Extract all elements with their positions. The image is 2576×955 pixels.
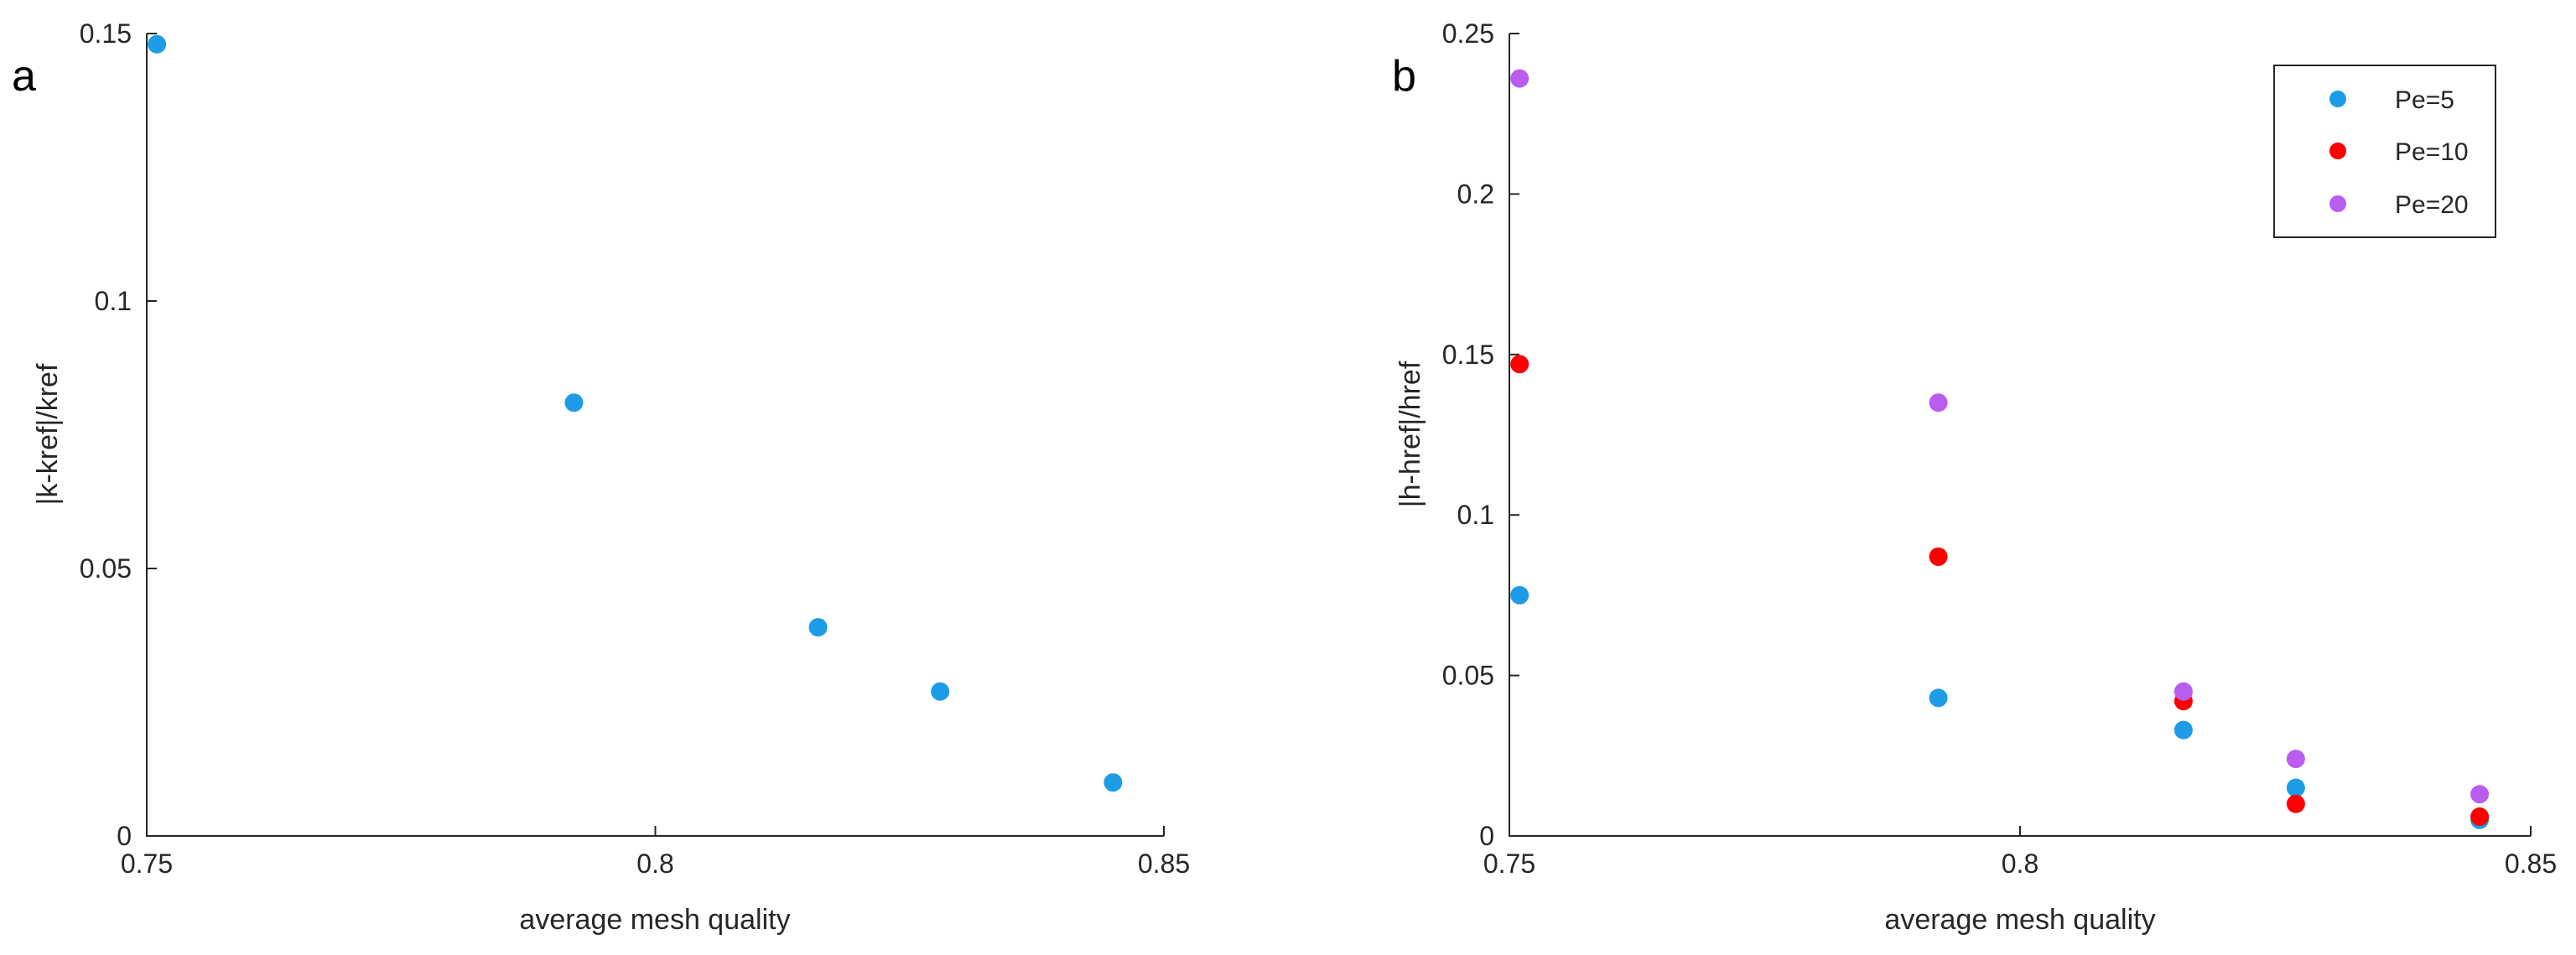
- markers-b: [1510, 69, 2490, 829]
- y-axis-label-a: |k-kref|/kref: [32, 363, 64, 505]
- y-tick-label: 0: [117, 821, 132, 851]
- y-tick-label: 0.15: [80, 18, 132, 49]
- y-axis-label-b: |h-href|/href: [1394, 361, 1426, 507]
- y-tick-label: 0.1: [95, 286, 132, 316]
- legend-label-pe10: Pe=10: [2395, 138, 2469, 166]
- data-point: [2174, 682, 2193, 701]
- chart-panel-b: b 0.75 0.8 0.85 0 0.05 0.1 0.15 0.2 0.25…: [1392, 18, 2557, 936]
- x-tick-label: 0.75: [121, 849, 173, 879]
- ticks-b: [1509, 33, 2532, 837]
- chart-panel-a: a 0.75 0.8 0.85 0 0.05 0.1 0.15 average …: [12, 18, 1190, 936]
- data-point: [2174, 720, 2193, 740]
- legend-b: Pe=5 Pe=10 Pe=20: [2273, 65, 2496, 238]
- legend-marker-pe10: [2329, 143, 2346, 159]
- x-axis-label-a: average mesh quality: [519, 904, 790, 936]
- data-point: [1929, 547, 1948, 566]
- x-tick-label: 0.8: [636, 849, 673, 879]
- data-point: [931, 682, 950, 701]
- x-tick-label: 0.85: [2505, 849, 2557, 879]
- y-tick-label: 0.2: [1457, 179, 1494, 209]
- markers-a: [148, 34, 1123, 792]
- data-point: [1104, 773, 1123, 792]
- data-point: [1929, 688, 1948, 708]
- data-point: [148, 34, 167, 54]
- x-tick-label: 0.85: [1138, 849, 1190, 879]
- data-point: [2286, 794, 2305, 813]
- legend-marker-pe20: [2329, 195, 2346, 212]
- data-point: [1510, 355, 1530, 374]
- y-tick-label: 0.1: [1457, 500, 1494, 530]
- data-point: [1929, 393, 1948, 413]
- data-point: [1510, 69, 1530, 88]
- data-point: [2286, 750, 2305, 769]
- x-tick-label: 0.8: [2002, 849, 2038, 879]
- x-tick-label: 0.75: [1483, 849, 1535, 879]
- data-point: [564, 393, 584, 413]
- y-tick-label: 0.15: [1442, 340, 1494, 370]
- y-tick-label: 0.25: [1442, 18, 1494, 49]
- legend-marker-pe5: [2329, 91, 2346, 107]
- panel-label-b: b: [1392, 52, 1416, 101]
- data-point: [2470, 785, 2490, 804]
- y-tick-label: 0.05: [1442, 661, 1494, 691]
- panel-label-a: a: [12, 52, 36, 101]
- y-tick-label: 0.05: [80, 553, 132, 584]
- legend-label-pe5: Pe=5: [2395, 86, 2454, 114]
- x-axis-label-b: average mesh quality: [1884, 904, 2155, 936]
- data-point: [2286, 778, 2305, 797]
- legend-label-pe20: Pe=20: [2395, 191, 2469, 219]
- data-point: [808, 618, 828, 637]
- data-point: [2470, 807, 2490, 827]
- y-tick-label: 0: [1479, 821, 1494, 851]
- tick-labels-b: 0.75 0.8 0.85 0 0.05 0.1 0.15 0.2 0.25: [1442, 18, 2557, 879]
- axis-frame-a: [146, 34, 1164, 837]
- data-point: [1510, 585, 1530, 605]
- ticks-a: [146, 33, 1165, 837]
- tick-labels-a: 0.75 0.8 0.85 0 0.05 0.1 0.15: [80, 18, 1190, 879]
- legend-box: [2273, 65, 2496, 238]
